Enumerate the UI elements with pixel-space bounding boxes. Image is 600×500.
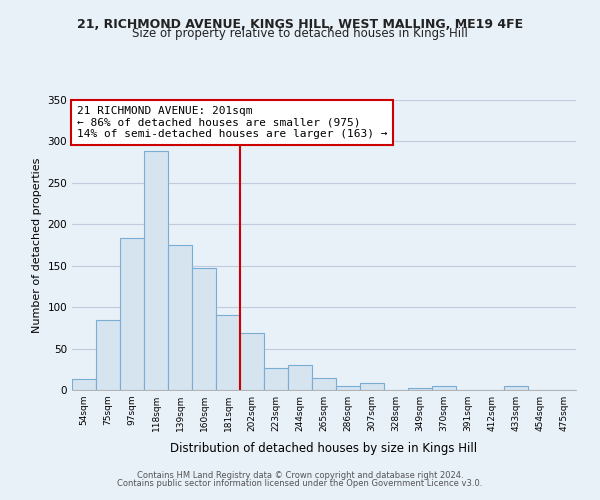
Bar [168, 245, 192, 390]
Bar [264, 368, 288, 390]
Bar [96, 320, 120, 390]
Bar [336, 386, 360, 390]
Text: Size of property relative to detached houses in Kings Hill: Size of property relative to detached ho… [132, 28, 468, 40]
Y-axis label: Number of detached properties: Number of detached properties [32, 158, 42, 332]
Bar [288, 365, 312, 390]
Text: Contains public sector information licensed under the Open Government Licence v3: Contains public sector information licen… [118, 478, 482, 488]
Bar [240, 333, 264, 390]
Bar [216, 314, 240, 390]
Bar [312, 378, 336, 390]
Bar [144, 152, 168, 390]
Bar [360, 382, 384, 390]
Text: 21, RICHMOND AVENUE, KINGS HILL, WEST MALLING, ME19 4FE: 21, RICHMOND AVENUE, KINGS HILL, WEST MA… [77, 18, 523, 30]
X-axis label: Distribution of detached houses by size in Kings Hill: Distribution of detached houses by size … [170, 442, 478, 456]
Text: Contains HM Land Registry data © Crown copyright and database right 2024.: Contains HM Land Registry data © Crown c… [137, 471, 463, 480]
Bar [72, 379, 96, 390]
Bar [192, 268, 216, 390]
Bar [504, 386, 528, 390]
Bar [408, 388, 432, 390]
Bar [432, 386, 456, 390]
Text: 21 RICHMOND AVENUE: 201sqm
← 86% of detached houses are smaller (975)
14% of sem: 21 RICHMOND AVENUE: 201sqm ← 86% of deta… [77, 106, 388, 139]
Bar [120, 238, 144, 390]
